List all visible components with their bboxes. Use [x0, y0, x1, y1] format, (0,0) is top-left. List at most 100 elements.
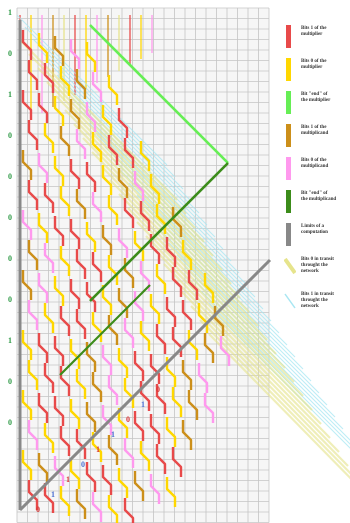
computation-wire [43, 183, 55, 213]
computation-wire [37, 393, 49, 423]
computation-wire [181, 240, 193, 270]
legend-swatch-icon [286, 190, 291, 213]
computation-wire [101, 165, 113, 195]
computation-wire [21, 90, 33, 120]
computation-wires [21, 30, 231, 523]
computation-wire [59, 246, 71, 276]
legend-swatch-icon [286, 157, 291, 180]
computation-wire [75, 249, 87, 279]
diagonal-bit-label: 0 [81, 460, 85, 469]
computation-wire [21, 210, 33, 240]
diagonal-bit-label: 0 [36, 505, 40, 514]
computation-wire [107, 315, 119, 345]
legend-label: Limits of a computation [301, 224, 328, 235]
transit-line-bit0 [190, 305, 349, 467]
computation-wire [123, 438, 135, 468]
computation-wire [69, 459, 81, 489]
computation-wire [91, 252, 103, 282]
legend-swatch-icon [286, 223, 291, 246]
computation-wire [53, 156, 65, 186]
end-of-multiplier-line [89, 24, 229, 164]
computation-wire [107, 75, 119, 105]
computation-wire [107, 135, 119, 165]
computation-wire [107, 255, 119, 285]
legend-label: Bits 0 in transit throught the network [301, 257, 334, 274]
legend-swatch-icon [286, 25, 291, 48]
computation-wire [139, 141, 151, 171]
computation-wire [85, 402, 97, 432]
computation-wire [203, 333, 215, 363]
end-of-multiplicand-line [89, 162, 229, 302]
diagonal-bit-labels: 0 1 1 0 1 1 0 1 0 [36, 385, 160, 514]
computation-wire [133, 471, 145, 501]
legend-label: Bits 0 of the multiplier [301, 59, 327, 70]
computation-wire [85, 42, 97, 72]
computation-wire [197, 303, 209, 333]
transit-line-bit0 [28, 53, 187, 215]
transit-line-bit0 [145, 235, 304, 397]
computation-wire [149, 474, 161, 504]
computation-wire [53, 36, 65, 66]
computation-wire [75, 489, 87, 519]
computation-wire [101, 105, 113, 135]
diagonal-bit-label: 1 [111, 430, 115, 439]
computation-wire [107, 195, 119, 225]
computation-wire [85, 102, 97, 132]
computation-wire [85, 222, 97, 252]
computation-wire [101, 225, 113, 255]
legend-swatch-bar [286, 25, 291, 48]
computation-wire [21, 330, 33, 360]
computation-wire [139, 201, 151, 231]
computation-wire [75, 309, 87, 339]
legend-label: Bits 1 in transit throught the network [301, 292, 334, 309]
legend-item: Bits 1 in transit throught the network [284, 290, 350, 316]
computation-wire [53, 96, 65, 126]
computation-wire [69, 39, 81, 69]
legend-item: Bit "end" of the multiplicand [284, 189, 350, 215]
legend-label: Bits 0 of the multiplicand [301, 158, 329, 169]
computation-wire [91, 132, 103, 162]
computation-wire [37, 33, 49, 63]
computation-wire [101, 465, 113, 495]
transit-line-bit0 [37, 67, 196, 229]
computation-wire [213, 306, 225, 336]
diagonal-bit-label: 0 [156, 385, 160, 394]
computation-wire [91, 192, 103, 222]
computation-wire [123, 318, 135, 348]
computation-wire [75, 189, 87, 219]
computation-wire [27, 240, 39, 270]
computation-wire [181, 360, 193, 390]
computation-wire [37, 273, 49, 303]
computation-wire [149, 354, 161, 384]
computation-wire [27, 300, 39, 330]
computation-wire [59, 306, 71, 336]
multiplier-bit-label: 1 [8, 336, 12, 345]
computation-wire [149, 294, 161, 324]
computation-wire [75, 369, 87, 399]
computation-wire [107, 495, 119, 523]
multiplier-bit-label: 0 [8, 213, 12, 222]
computation-wire [53, 216, 65, 246]
computation-wire [123, 378, 135, 408]
multiplier-bit-label: 0 [8, 131, 12, 140]
computation-wire [43, 363, 55, 393]
legend-swatch-bar [286, 157, 291, 180]
computation-wire [101, 285, 113, 315]
computation-wire [59, 426, 71, 456]
transit-line-bit1 [40, 50, 192, 202]
computation-wire [21, 390, 33, 420]
computation-wire [181, 420, 193, 450]
diagonal-bit-label: 1 [141, 400, 145, 409]
computation-wire [133, 231, 145, 261]
computation-wire [43, 423, 55, 453]
transit-line-bit1 [56, 74, 208, 226]
legend-label: Bits 1 of the multiplier [301, 26, 327, 37]
computation-wire [21, 150, 33, 180]
computation-wire [171, 327, 183, 357]
computation-wire [155, 264, 167, 294]
computation-wire [133, 411, 145, 441]
legend-swatch-bar [284, 257, 296, 275]
computation-wire [37, 453, 49, 483]
diagonal-bit-label: 0 [126, 415, 130, 424]
computation-wire [69, 159, 81, 189]
